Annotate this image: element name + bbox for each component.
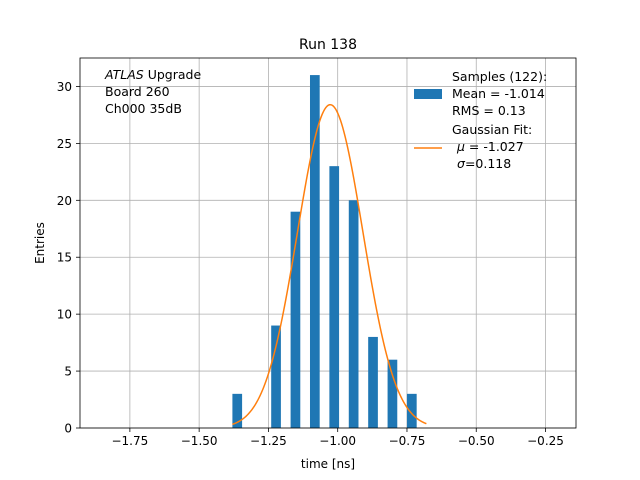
x-tick-label: −0.75 xyxy=(389,434,426,448)
legend-histogram-line: Mean = -1.014 xyxy=(452,86,545,101)
histogram-bar xyxy=(348,200,359,428)
x-axis-label: time [ns] xyxy=(301,457,355,471)
histogram-bar xyxy=(368,336,378,428)
y-tick-label: 15 xyxy=(57,251,72,265)
histogram-bar xyxy=(329,166,340,428)
x-tick-label: −0.25 xyxy=(527,434,564,448)
histogram-bars xyxy=(232,75,417,429)
gaussian-fit-line xyxy=(232,103,427,426)
legend-histogram-line: RMS = 0.13 xyxy=(452,103,526,118)
x-tick-label: −1.25 xyxy=(250,434,287,448)
histogram-bar xyxy=(232,393,243,428)
x-tick-label: −0.50 xyxy=(458,434,495,448)
legend-fit-line: Gaussian Fit: xyxy=(452,122,532,137)
legend-fit-line: σ=0.118 xyxy=(457,156,511,171)
legend-histogram-line: Samples (122): xyxy=(452,69,547,84)
histogram-bar xyxy=(309,75,320,429)
histogram-bar xyxy=(387,359,398,428)
chart-title: Run 138 xyxy=(299,37,357,53)
histogram-bar xyxy=(406,393,417,428)
histogram-bar xyxy=(290,211,301,428)
atlas-annotation: ATLAS Upgrade Board 260 Ch000 35dB xyxy=(104,67,201,116)
y-tick-label: 10 xyxy=(57,308,72,322)
y-tick-label: 25 xyxy=(57,137,72,151)
legend-fit-line: μ = -1.027 xyxy=(456,139,524,154)
annotation-line: Ch000 35dB xyxy=(105,101,182,116)
x-axis-ticks: −1.75 −1.50 −1.25 −1.00 −0.75 −0.50 −0.25 xyxy=(111,428,564,448)
legend-histogram-swatch xyxy=(414,89,442,99)
gaussian-fit xyxy=(232,103,427,426)
y-tick-label: 5 xyxy=(64,365,72,379)
y-tick-label: 0 xyxy=(64,422,72,436)
axes-frame xyxy=(79,57,577,429)
annotation-line: ATLAS Upgrade xyxy=(104,67,201,82)
histogram-bar xyxy=(271,325,281,428)
legend: Samples (122): Mean = -1.014 RMS = 0.13 G… xyxy=(414,69,547,171)
x-tick-label: −1.50 xyxy=(181,434,218,448)
y-axis-ticks: 0 5 10 15 20 25 30 xyxy=(57,80,80,436)
y-axis-label: Entries xyxy=(33,222,47,264)
x-tick-label: −1.75 xyxy=(111,434,148,448)
x-tick-label: −1.00 xyxy=(319,434,356,448)
y-tick-label: 20 xyxy=(57,194,72,208)
annotation-line: Board 260 xyxy=(105,84,170,99)
y-tick-label: 30 xyxy=(57,80,72,94)
